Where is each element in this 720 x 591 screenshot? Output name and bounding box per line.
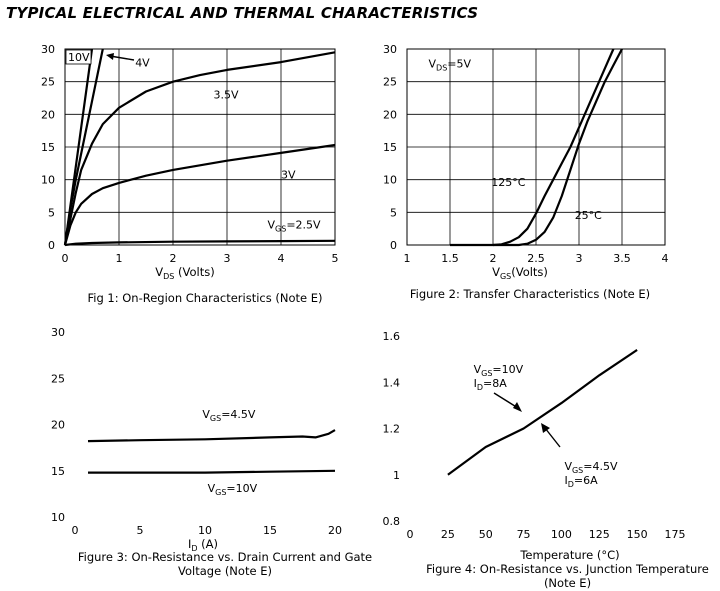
x-tick-label: 10: [198, 524, 212, 537]
y-tick-label: 20: [41, 108, 55, 121]
chart-panel-2: 1 1.5 2 2.5 3 3.5 4 0 5 10 15 20 25 30 VGS(Volts) VDS=5…: [383, 43, 669, 281]
x-tick-label: 1: [404, 252, 411, 265]
x-tick-label: 100: [551, 528, 572, 541]
y-tick-label: 1: [393, 469, 400, 482]
series-line-3: [63, 51, 336, 246]
series-line-1: [447, 348, 638, 476]
curve-annotation: 3V: [281, 168, 296, 181]
curve-annotation: VGS=2.5V: [268, 219, 322, 234]
curve-annotation: 3.5V: [214, 89, 239, 102]
x-tick-label: 1.5: [441, 252, 459, 265]
page-title: TYPICAL ELECTRICAL AND THERMAL CHARACTER…: [6, 4, 479, 22]
y-tick-label: 20: [51, 419, 65, 432]
y-tick-label: 0: [390, 239, 397, 252]
annotation-arrow: [493, 392, 519, 409]
curve-annotation: VGS=4.5V: [202, 408, 256, 423]
curve-annotation: ID=8A: [474, 377, 508, 392]
y-tick-label: 30: [383, 43, 397, 56]
annotation-arrow: [544, 427, 561, 448]
10v-label-box: [65, 49, 92, 65]
caption-fig3: Figure 3: On-Resistance vs. Drain Curren…: [77, 550, 373, 578]
chart-panel-1: 0 1 2 3 4 5 0 5 10 15 20 25 30 VDS (Volts) 10V 4V 3.5V 3V…: [41, 43, 339, 281]
x-tick-label: 3.5: [613, 252, 631, 265]
series-line-1: [450, 48, 615, 247]
y-tick-label: 15: [51, 465, 65, 478]
curve-annotation: 125°C: [491, 176, 525, 189]
series-line-2: [493, 48, 623, 247]
y-tick-label: 30: [41, 43, 55, 56]
x-tick-label: 1: [116, 252, 123, 265]
series-line-2: [63, 48, 104, 246]
y-tick-label: 1.6: [383, 330, 401, 343]
curve-annotation: VGS=4.5V: [564, 460, 618, 475]
curve-annotation: 4V: [135, 57, 150, 70]
y-tick-label: 0.8: [383, 515, 401, 528]
series-line-1: [87, 429, 336, 443]
curve-annotation: VGS=10V: [474, 363, 524, 378]
x-tick-label: 125: [589, 528, 610, 541]
x-tick-label: 5: [332, 252, 339, 265]
arrow-head: [513, 402, 522, 412]
chart-panel-3: 0 5 10 15 20 10 15 20 25 30 ID (A) VGS=4.5V VGS=10V: [51, 326, 342, 553]
y-tick-label: 1.4: [383, 376, 401, 389]
x-tick-label: 3: [576, 252, 583, 265]
x-tick-label: 0: [62, 252, 69, 265]
y-tick-label: 25: [51, 372, 65, 385]
x-tick-label: 2: [170, 252, 177, 265]
y-tick-label: 1.2: [383, 423, 401, 436]
series-line-4: [63, 143, 336, 246]
y-tick-label: 5: [390, 206, 397, 219]
x-tick-label: 3: [224, 252, 231, 265]
x-tick-label: 0: [407, 528, 414, 541]
y-tick-label: 5: [48, 206, 55, 219]
x-tick-label: 175: [665, 528, 686, 541]
y-tick-label: 25: [383, 76, 397, 89]
curve-annotation: 10V: [68, 51, 90, 64]
x-tick-label: 20: [328, 524, 342, 537]
y-tick-label: 20: [383, 108, 397, 121]
caption-fig1: Fig 1: On-Region Characteristics (Note E…: [87, 291, 323, 305]
x-tick-label: 15: [263, 524, 277, 537]
annotation-arrow: [109, 55, 135, 61]
y-tick-label: 10: [41, 174, 55, 187]
curve-annotation: ID=6A: [564, 474, 598, 489]
chart-panel-4: 0 25 50 75 100 125 150 175 0.8 1 1.2 1.4 1.6 Temperat…: [383, 330, 686, 562]
curve-annotation: 25°C: [575, 209, 602, 222]
y-tick-label: 0: [48, 239, 55, 252]
y-tick-label: 25: [41, 76, 55, 89]
x-tick-label: 4: [662, 252, 669, 265]
x-tick-label: 5: [137, 524, 144, 537]
y-tick-label: 10: [51, 511, 65, 524]
x-tick-label: 150: [627, 528, 648, 541]
y-tick-label: 30: [51, 326, 65, 339]
y-tick-label: 15: [41, 141, 55, 154]
caption-fig4: Figure 4: On-Resistance vs. Junction Tem…: [426, 562, 709, 590]
x-axis-label: Temperature (°C): [519, 548, 619, 562]
x-tick-label: 2.5: [527, 252, 545, 265]
x-axis-label: VGS(Volts): [492, 265, 548, 281]
x-tick-label: 50: [479, 528, 493, 541]
y-tick-label: 10: [383, 174, 397, 187]
y-tick-label: 15: [383, 141, 397, 154]
x-tick-label: 4: [278, 252, 285, 265]
curve-annotation: VDS=5V: [429, 57, 472, 72]
series-line-5: [64, 239, 336, 247]
caption-fig2: Figure 2: Transfer Characteristics (Note…: [409, 287, 651, 301]
x-tick-label: 2: [490, 252, 497, 265]
x-tick-label: 25: [441, 528, 455, 541]
x-tick-label: 0: [72, 524, 79, 537]
arrow-head: [106, 53, 114, 60]
x-tick-label: 75: [517, 528, 531, 541]
x-axis-label: ID (A): [188, 537, 218, 553]
arrow-head: [541, 423, 550, 433]
x-axis-label: VDS (Volts): [155, 265, 214, 281]
curve-annotation: VGS=10V: [208, 482, 258, 497]
series-line-2: [88, 469, 336, 474]
